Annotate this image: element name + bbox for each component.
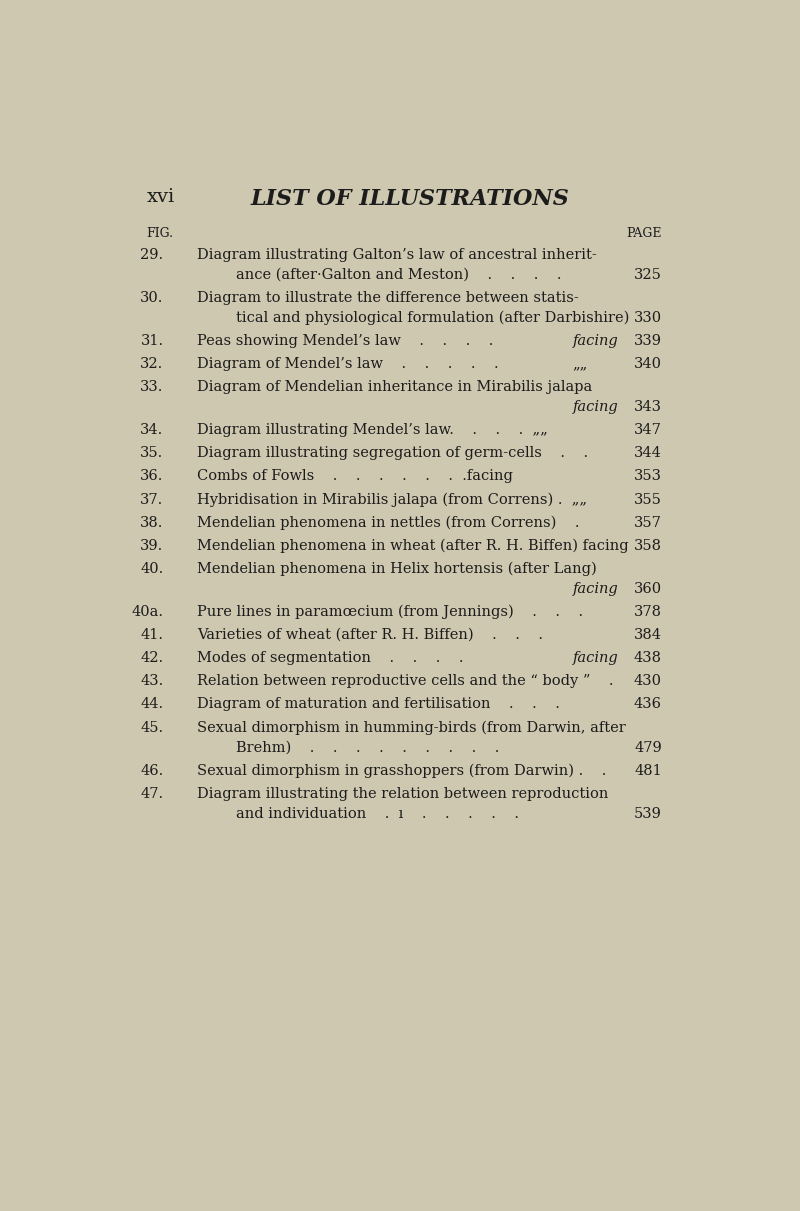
Text: 40.: 40. [140,562,163,576]
Text: 47.: 47. [141,787,163,800]
Text: Hybridisation in Mirabilis jalapa (from Correns) .  „„: Hybridisation in Mirabilis jalapa (from … [197,493,587,507]
Text: xvi: xvi [146,189,174,206]
Text: 357: 357 [634,516,662,529]
Text: Modes of segmentation    .    .    .    .: Modes of segmentation . . . . [197,652,478,665]
Text: Mendelian phenomena in nettles (from Correns)    .: Mendelian phenomena in nettles (from Cor… [197,516,579,530]
Text: 347: 347 [634,424,662,437]
Text: 37.: 37. [140,493,163,506]
Text: 436: 436 [634,698,662,711]
Text: Diagram of Mendelian inheritance in Mirabilis jalapa: Diagram of Mendelian inheritance in Mira… [197,380,592,394]
Text: „„: „„ [573,357,588,371]
Text: Sexual dimorphism in grasshoppers (from Darwin) .    .: Sexual dimorphism in grasshoppers (from … [197,764,606,777]
Text: 344: 344 [634,447,662,460]
Text: Mendelian phenomena in Helix hortensis (after Lang): Mendelian phenomena in Helix hortensis (… [197,562,597,576]
Text: 29.: 29. [141,248,163,262]
Text: 42.: 42. [141,652,163,665]
Text: Brehm)    .    .    .    .    .    .    .    .    .: Brehm) . . . . . . . . . [236,741,499,754]
Text: Varieties of wheat (after R. H. Biffen)    .    .    .: Varieties of wheat (after R. H. Biffen) … [197,629,543,642]
Text: 539: 539 [634,807,662,821]
Text: Diagram of maturation and fertilisation    .    .    .: Diagram of maturation and fertilisation … [197,698,560,711]
Text: 30.: 30. [140,291,163,305]
Text: 360: 360 [634,582,662,596]
Text: ance (after·Galton and Meston)    .    .    .    .: ance (after·Galton and Meston) . . . . [236,268,561,282]
Text: 481: 481 [634,764,662,777]
Text: 43.: 43. [140,675,163,688]
Text: 430: 430 [634,675,662,688]
Text: Diagram illustrating Galton’s law of ancestral inherit-: Diagram illustrating Galton’s law of anc… [197,248,597,262]
Text: 38.: 38. [140,516,163,529]
Text: Combs of Fowls    .    .    .    .    .    .  .facing: Combs of Fowls . . . . . . .facing [197,470,513,483]
Text: 34.: 34. [140,424,163,437]
Text: 325: 325 [634,268,662,282]
Text: Sexual dimorphism in humming-birds (from Darwin, after: Sexual dimorphism in humming-birds (from… [197,721,626,735]
Text: 384: 384 [634,629,662,642]
Text: tical and physiological formulation (after Darbishire): tical and physiological formulation (aft… [236,311,629,326]
Text: 35.: 35. [140,447,163,460]
Text: 355: 355 [634,493,662,506]
Text: 330: 330 [634,311,662,325]
Text: 343: 343 [634,400,662,414]
Text: 41.: 41. [141,629,163,642]
Text: Diagram illustrating segregation of germ-cells    .    .: Diagram illustrating segregation of germ… [197,447,588,460]
Text: 358: 358 [634,539,662,552]
Text: 44.: 44. [141,698,163,711]
Text: Peas showing Mendel’s law    .    .    .    .: Peas showing Mendel’s law . . . . [197,334,507,348]
Text: Mendelian phenomena in wheat (after R. H. Biffen) facing: Mendelian phenomena in wheat (after R. H… [197,539,629,553]
Text: Relation between reproductive cells and the “ body ”    .: Relation between reproductive cells and … [197,675,614,688]
Text: facing: facing [573,582,618,596]
Text: 339: 339 [634,334,662,348]
Text: Diagram to illustrate the difference between statis-: Diagram to illustrate the difference bet… [197,291,578,305]
Text: FIG.: FIG. [146,226,174,240]
Text: 36.: 36. [140,470,163,483]
Text: 438: 438 [634,652,662,665]
Text: 33.: 33. [140,380,163,394]
Text: Pure lines in paramœcium (from Jennings)    .    .    .: Pure lines in paramœcium (from Jennings)… [197,606,583,619]
Text: 45.: 45. [141,721,163,735]
Text: PAGE: PAGE [626,226,662,240]
Text: facing: facing [573,400,618,414]
Text: 31.: 31. [141,334,163,348]
Text: and individuation    .  ı    .    .    .    .    .: and individuation . ı . . . . . [236,807,518,821]
Text: 353: 353 [634,470,662,483]
Text: facing: facing [573,334,618,348]
Text: 340: 340 [634,357,662,371]
Text: 378: 378 [634,606,662,619]
Text: 40a.: 40a. [131,606,163,619]
Text: 39.: 39. [140,539,163,552]
Text: 32.: 32. [140,357,163,371]
Text: Diagram of Mendel’s law    .    .    .    .    .: Diagram of Mendel’s law . . . . . [197,357,512,371]
Text: facing: facing [573,652,618,665]
Text: 479: 479 [634,741,662,754]
Text: Diagram illustrating Mendel’s law.    .    .    .  „„: Diagram illustrating Mendel’s law. . . .… [197,424,548,437]
Text: LIST OF ILLUSTRATIONS: LIST OF ILLUSTRATIONS [250,189,570,211]
Text: 46.: 46. [140,764,163,777]
Text: Diagram illustrating the relation between reproduction: Diagram illustrating the relation betwee… [197,787,608,800]
